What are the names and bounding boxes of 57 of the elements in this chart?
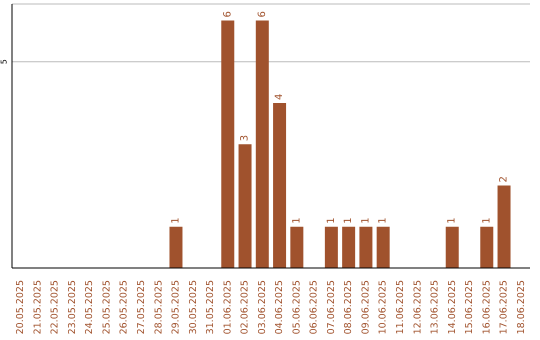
x-tick-label: 24.05.2025 <box>84 280 96 334</box>
data-label: 1 <box>360 217 372 224</box>
bar <box>376 226 390 268</box>
bar <box>290 226 304 268</box>
data-label: 1 <box>291 217 302 224</box>
x-tick-label: 05.06.2025 <box>291 280 302 334</box>
x-tick-label: 23.05.2025 <box>66 280 78 334</box>
x-tick-label: 11.06.2025 <box>395 280 406 334</box>
bar <box>324 226 338 268</box>
x-tick-label: 01.06.2025 <box>222 280 234 334</box>
x-tick-label: 31.05.2025 <box>205 280 216 334</box>
data-label: 1 <box>378 217 389 224</box>
data-label: 1 <box>446 217 458 224</box>
data-label: 2 <box>498 176 510 182</box>
x-tick-label: 09.06.2025 <box>360 280 372 334</box>
x-tick-label: 06.06.2025 <box>308 280 320 334</box>
x-tick-label: 30.05.2025 <box>188 280 199 334</box>
x-tick-label: 21.05.2025 <box>32 280 44 334</box>
x-tick-label: 27.05.2025 <box>136 280 147 334</box>
bar <box>342 226 356 268</box>
data-label: 3 <box>240 134 251 142</box>
bar <box>480 226 494 268</box>
x-tick-label: 16.06.2025 <box>481 280 492 334</box>
y-tick-label: 5 <box>0 59 8 64</box>
x-tick-label: 22.05.2025 <box>50 280 61 334</box>
x-tick-label: 20.05.2025 <box>15 280 26 334</box>
x-tick-label: 17.06.2025 <box>498 280 510 334</box>
x-tick-label: 07.06.2025 <box>326 280 337 334</box>
data-label: 1 <box>343 217 354 224</box>
bar <box>446 226 459 268</box>
bar <box>221 20 234 268</box>
x-tick-label: 18.06.2025 <box>516 280 527 334</box>
bar <box>256 20 269 268</box>
x-tick-label: 02.06.2025 <box>240 280 251 334</box>
x-tick-label: 26.05.2025 <box>118 280 130 334</box>
data-label: 1 <box>326 217 337 224</box>
x-tick-label: 04.06.2025 <box>274 280 286 334</box>
data-label: 6 <box>222 11 234 18</box>
bar <box>273 103 286 268</box>
bar <box>359 226 372 268</box>
x-tick-label: 29.05.2025 <box>170 280 182 334</box>
bar <box>238 144 252 268</box>
data-label: 4 <box>274 94 286 100</box>
x-tick-label: 13.06.2025 <box>430 280 441 334</box>
bar <box>498 186 511 268</box>
x-tick-label: 25.05.2025 <box>101 280 112 334</box>
bar <box>169 226 182 268</box>
x-tick-label: 28.05.2025 <box>153 280 164 334</box>
data-label: 1 <box>170 217 182 224</box>
x-tick-label: 08.06.2025 <box>343 280 354 334</box>
data-label: 6 <box>256 11 268 18</box>
x-tick-label: 03.06.2025 <box>256 280 268 334</box>
x-tick-label: 12.06.2025 <box>412 280 424 334</box>
x-tick-label: 15.06.2025 <box>464 280 476 334</box>
data-label: 1 <box>481 217 492 224</box>
x-tick-label: 14.06.2025 <box>446 280 458 334</box>
x-tick-label: 10.06.2025 <box>378 280 389 334</box>
